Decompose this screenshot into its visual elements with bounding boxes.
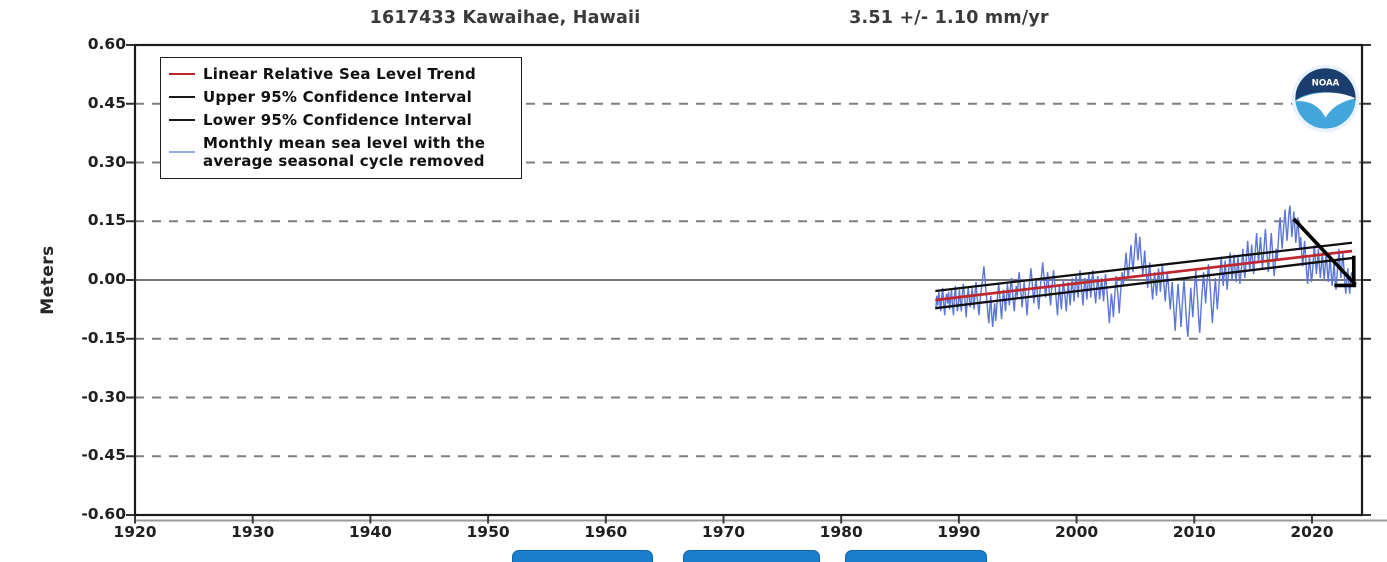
legend-item-lower-ci: Lower 95% Confidence Interval xyxy=(169,111,513,129)
station-title: 1617433 Kawaihae, Hawaii xyxy=(369,8,641,28)
y-tick-label: -0.15 xyxy=(81,328,126,347)
monthly-series-swatch xyxy=(169,151,195,154)
y-tick-label: 0.45 xyxy=(87,93,126,112)
x-tick-label: 1920 xyxy=(113,523,157,541)
trend-line-swatch xyxy=(169,73,195,76)
legend-item-trend: Linear Relative Sea Level Trend xyxy=(169,65,513,83)
plot-border xyxy=(133,43,1364,517)
monthly-series-line xyxy=(935,205,1353,337)
x-tick-label: 1990 xyxy=(937,523,981,541)
y-tick-label: 0.00 xyxy=(87,270,126,288)
y-tick-label: 0.30 xyxy=(87,152,126,171)
legend-label: Monthly mean sea level with the average … xyxy=(203,134,486,171)
y-tick-label: 0.60 xyxy=(87,35,126,53)
trend-rate-label: 3.51 +/- 1.10 mm/yr xyxy=(849,8,1049,28)
noaa-seagull-icon xyxy=(1295,92,1356,118)
noaa-logo-text: NOAA xyxy=(1312,79,1340,89)
legend-label: Lower 95% Confidence Interval xyxy=(203,111,473,130)
y-tick-label: -0.45 xyxy=(81,446,126,465)
x-tick-label: 1940 xyxy=(348,523,392,541)
lower-ci-line xyxy=(935,256,1353,310)
footer-button-1[interactable] xyxy=(512,550,653,562)
upper-ci-line xyxy=(935,241,1353,293)
footer-button-3[interactable] xyxy=(845,550,987,562)
x-tick-label: 2000 xyxy=(1055,523,1099,541)
x-tick-label: 2020 xyxy=(1290,523,1334,541)
y-tick-label: 0.15 xyxy=(87,211,126,230)
y-tick-label: -0.30 xyxy=(81,387,126,406)
noaa-logo-sky xyxy=(1295,68,1356,101)
x-tick-label: 1960 xyxy=(584,523,628,541)
annotation-arrow-shaft xyxy=(1292,217,1357,286)
legend-label: Linear Relative Sea Level Trend xyxy=(203,65,476,84)
legend-item-monthly: Monthly mean sea level with the average … xyxy=(169,134,513,171)
footer-button-2[interactable] xyxy=(683,550,820,562)
x-tick-label: 1980 xyxy=(819,523,863,541)
upper-ci-swatch xyxy=(169,96,195,99)
x-tick-label: 1970 xyxy=(701,523,746,541)
legend-label: Upper 95% Confidence Interval xyxy=(203,88,472,107)
lower-ci-swatch xyxy=(169,119,195,122)
trend-line xyxy=(935,249,1353,302)
noaa-logo[interactable]: NOAA xyxy=(1289,62,1362,135)
x-tick-label: 2010 xyxy=(1172,523,1216,541)
legend-item-upper-ci: Upper 95% Confidence Interval xyxy=(169,88,513,106)
y-tick-label: -0.60 xyxy=(81,505,126,523)
legend-box: Linear Relative Sea Level Trend Upper 95… xyxy=(160,57,522,179)
x-tick-label: 1950 xyxy=(466,523,510,541)
x-tick-label: 1930 xyxy=(231,523,275,541)
